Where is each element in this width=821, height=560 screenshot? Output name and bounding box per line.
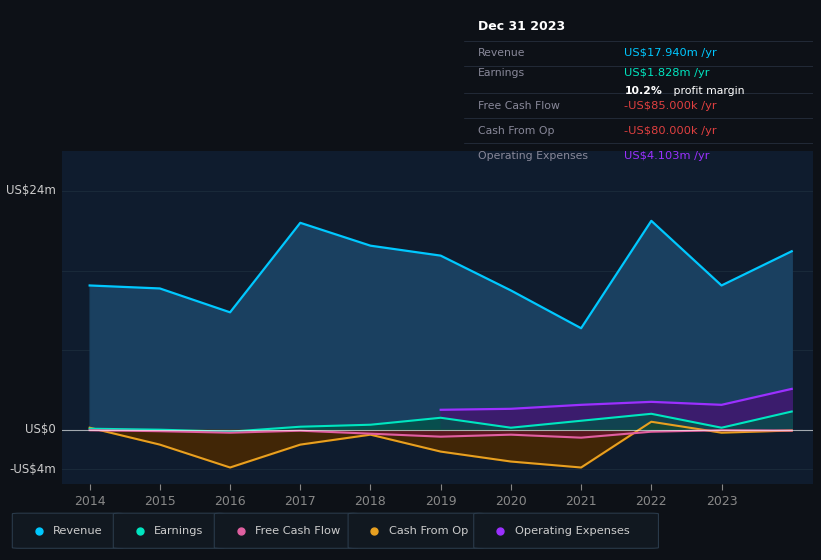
FancyBboxPatch shape bbox=[113, 513, 224, 548]
FancyBboxPatch shape bbox=[348, 513, 484, 548]
Text: Free Cash Flow: Free Cash Flow bbox=[478, 101, 560, 111]
FancyBboxPatch shape bbox=[214, 513, 358, 548]
FancyBboxPatch shape bbox=[474, 513, 658, 548]
Text: Dec 31 2023: Dec 31 2023 bbox=[478, 20, 565, 33]
Text: Cash From Op: Cash From Op bbox=[389, 526, 469, 536]
Text: Revenue: Revenue bbox=[478, 48, 525, 58]
Text: 10.2%: 10.2% bbox=[624, 86, 663, 96]
Text: profit margin: profit margin bbox=[670, 86, 744, 96]
Text: -US$4m: -US$4m bbox=[9, 463, 56, 476]
FancyBboxPatch shape bbox=[12, 513, 123, 548]
Text: -US$85.000k /yr: -US$85.000k /yr bbox=[624, 101, 717, 111]
Text: US$0: US$0 bbox=[25, 423, 56, 436]
Text: Earnings: Earnings bbox=[154, 526, 204, 536]
Text: US$24m: US$24m bbox=[6, 184, 56, 198]
Text: US$1.828m /yr: US$1.828m /yr bbox=[624, 68, 710, 78]
Text: -US$80.000k /yr: -US$80.000k /yr bbox=[624, 126, 717, 136]
Text: US$17.940m /yr: US$17.940m /yr bbox=[624, 48, 717, 58]
Text: Operating Expenses: Operating Expenses bbox=[515, 526, 630, 536]
Text: US$4.103m /yr: US$4.103m /yr bbox=[624, 151, 710, 161]
Text: Earnings: Earnings bbox=[478, 68, 525, 78]
Text: Revenue: Revenue bbox=[53, 526, 103, 536]
Text: Free Cash Flow: Free Cash Flow bbox=[255, 526, 341, 536]
Text: Operating Expenses: Operating Expenses bbox=[478, 151, 588, 161]
Text: Cash From Op: Cash From Op bbox=[478, 126, 554, 136]
